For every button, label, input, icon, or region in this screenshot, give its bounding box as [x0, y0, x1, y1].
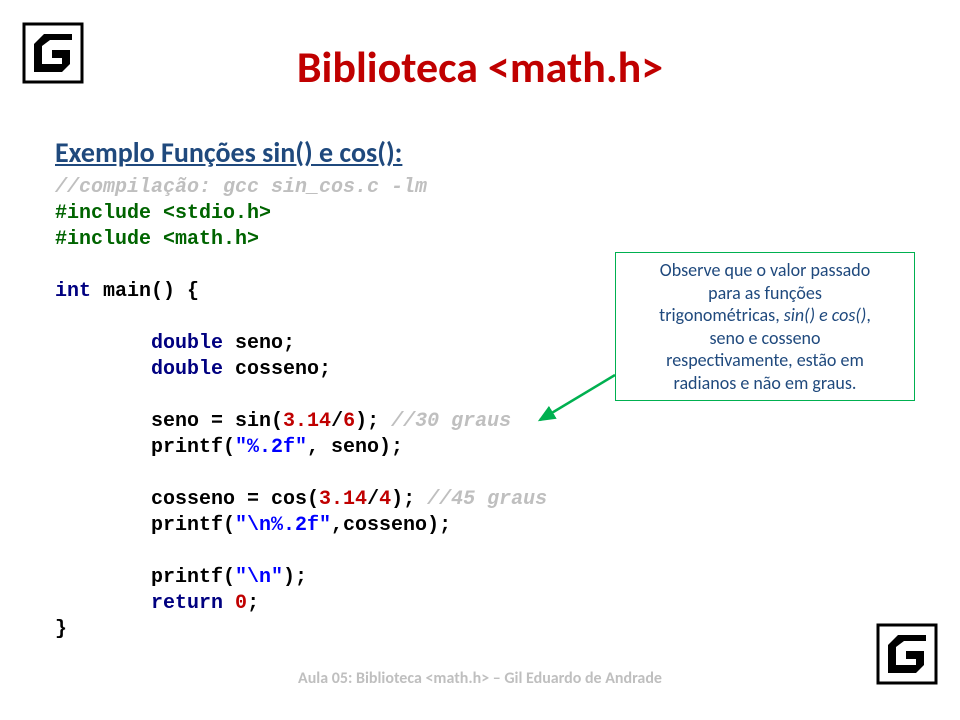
arrow-icon [530, 370, 620, 435]
note-line: seno e cosseno [624, 327, 906, 350]
code-string: "\n%.2f" [235, 514, 331, 537]
note-box: Observe que o valor passado para as funç… [615, 252, 915, 401]
note-line: trigonométricas, sin() e cos(), [624, 304, 906, 327]
code-text [223, 592, 235, 615]
code-text: ; [247, 592, 259, 615]
note-text: trigonométricas, [659, 304, 784, 326]
code-block: //compilação: gcc sin_cos.c -lm #include… [55, 175, 547, 643]
code-comment: //compilação: gcc sin_cos.c -lm [55, 176, 427, 199]
code-text: printf( [55, 436, 235, 459]
code-text: cosseno = cos( [55, 488, 319, 511]
note-line: respectivamente, estão em [624, 349, 906, 372]
code-comment: //45 graus [427, 488, 547, 511]
code-include: <math.h> [163, 228, 259, 251]
code-text: / [367, 488, 379, 511]
note-italic: sin() e cos() [784, 304, 867, 326]
code-directive: #include [55, 228, 163, 251]
code-text: seno = sin( [55, 410, 283, 433]
code-text: main() { [91, 280, 199, 303]
code-text: } [55, 618, 67, 641]
code-number: 3.14 [319, 488, 367, 511]
code-text: ,cosseno); [331, 514, 451, 537]
code-directive: #include [55, 202, 163, 225]
code-text: ); [391, 488, 427, 511]
code-keyword: double [151, 332, 223, 355]
note-text: , [866, 304, 871, 326]
code-text: printf( [55, 566, 235, 589]
code-keyword: return [151, 592, 223, 615]
code-text: / [331, 410, 343, 433]
note-line: Observe que o valor passado [624, 259, 906, 282]
code-number: 6 [343, 410, 355, 433]
code-text: seno; [223, 332, 295, 355]
code-text: cosseno; [223, 358, 331, 381]
code-text: printf( [55, 514, 235, 537]
page-title: Biblioteca <math.h> [0, 40, 960, 94]
footer-text: Aula 05: Biblioteca <math.h> – Gil Eduar… [0, 669, 960, 688]
code-string: "\n" [235, 566, 283, 589]
code-number: 4 [379, 488, 391, 511]
code-keyword: double [151, 358, 223, 381]
code-number: 0 [235, 592, 247, 615]
code-include: <stdio.h> [163, 202, 271, 225]
subtitle: Exemplo Funções sin() e cos(): [55, 135, 402, 170]
code-text: ); [355, 410, 391, 433]
note-line: radianos e não em graus. [624, 372, 906, 395]
note-line: para as funções [624, 282, 906, 305]
code-text: , seno); [307, 436, 403, 459]
code-number: 3.14 [283, 410, 331, 433]
code-string: "%.2f" [235, 436, 307, 459]
code-text: ); [283, 566, 307, 589]
code-keyword: int [55, 280, 91, 303]
code-comment: //30 graus [391, 410, 511, 433]
